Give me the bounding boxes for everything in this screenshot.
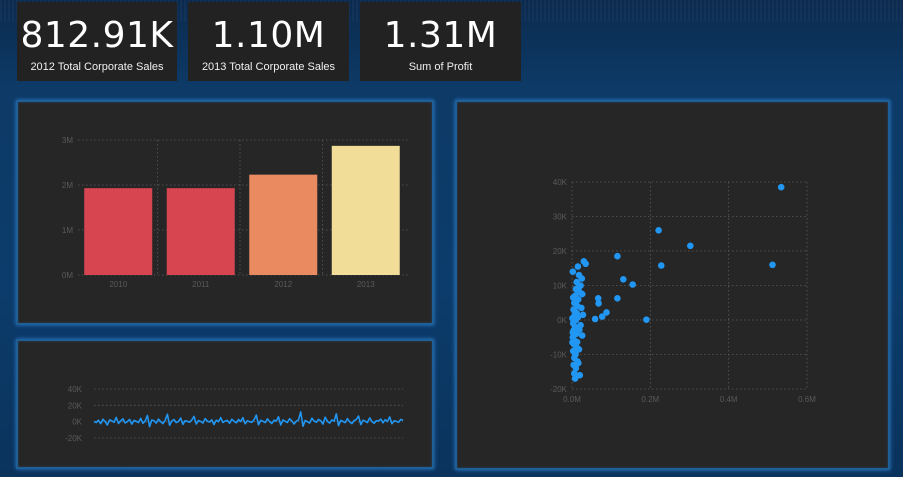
scatter-point xyxy=(591,315,599,323)
x-tick-label: 2011 xyxy=(192,280,210,289)
scatter-point xyxy=(582,260,589,268)
scatter-point xyxy=(570,318,577,325)
x-tick-label: 0.0M xyxy=(563,395,581,404)
x-tick-label: 0.2M xyxy=(641,395,659,404)
y-tick-label: 0M xyxy=(62,271,73,280)
kpi-card-2013-sales[interactable]: 1.10M 2013 Total Corporate Sales xyxy=(188,2,349,81)
bar-2013 xyxy=(331,145,400,275)
scatter-point xyxy=(595,300,602,307)
scatter-point xyxy=(603,309,610,316)
line-chart-panel[interactable]: -20K 0K 20K 40K xyxy=(16,339,434,469)
bar-chart-panel[interactable]: 0M 1M 2M 3M 2010 2011 2012 2013 xyxy=(16,100,434,325)
y-tick-label: 10K xyxy=(553,282,568,291)
y-tick-label: 0K xyxy=(72,418,82,427)
kpi-label: Sum of Profit xyxy=(408,61,473,73)
scatter-point xyxy=(576,371,584,379)
scatter-point xyxy=(571,370,578,377)
scatter-point xyxy=(614,252,621,260)
x-tick-label: 2013 xyxy=(357,280,375,289)
y-tick-label: 40K xyxy=(553,178,568,187)
scatter-point xyxy=(579,311,587,319)
scatter-point xyxy=(598,313,606,320)
kpi-card-2012-sales[interactable]: 812.91K 2012 Total Corporate Sales xyxy=(17,2,177,81)
scatter-point xyxy=(578,304,585,312)
scatter-point xyxy=(572,365,580,372)
scatter-point xyxy=(658,262,665,269)
kpi-label: 2013 Total Corporate Sales xyxy=(201,61,336,73)
y-tick-label: -10K xyxy=(550,351,568,360)
scatter-point xyxy=(578,332,586,339)
scatter-point xyxy=(573,338,581,346)
scatter-chart-panel[interactable]: -20K -10K 0K 10K 20K 30K 40K 0.0M 0.2M 0.4M 0.6M xyxy=(455,100,890,470)
scatter-point xyxy=(578,290,586,298)
y-tick-label: 40K xyxy=(68,385,83,394)
scatter-point xyxy=(571,375,579,382)
scatter-point xyxy=(777,183,785,191)
scatter-point xyxy=(574,313,582,321)
y-tick-label: 0K xyxy=(557,316,567,325)
x-tick-label: 0.4M xyxy=(720,395,738,404)
scatter-point xyxy=(575,359,582,367)
x-tick-label: 2012 xyxy=(274,280,292,289)
scatter-point xyxy=(576,326,583,333)
y-tick-label: 3M xyxy=(62,136,73,145)
bar-chart: 0M 1M 2M 3M 2010 2011 2012 2013 xyxy=(62,136,408,289)
scatter-point xyxy=(571,308,578,315)
scatter-point xyxy=(629,281,636,288)
x-tick-label: 0.6M xyxy=(798,395,816,404)
y-tick-label: 20K xyxy=(68,401,83,410)
scatter-point xyxy=(573,298,580,305)
bar-2011 xyxy=(166,188,235,275)
kpi-value: 1.10M xyxy=(211,15,326,56)
scatter-point xyxy=(614,295,621,302)
scatter-point xyxy=(594,295,602,302)
scatter-point xyxy=(769,261,776,269)
line-chart: -20K 0K 20K 40K xyxy=(65,385,404,443)
scatter-point xyxy=(569,339,576,346)
kpi-value: 1.31M xyxy=(383,15,498,56)
y-tick-label: -20K xyxy=(550,385,568,394)
x-tick-label: 2010 xyxy=(109,280,127,289)
bar-2010 xyxy=(84,188,153,275)
y-tick-label: 1M xyxy=(62,226,73,235)
y-tick-label: 2M xyxy=(62,181,73,190)
scatter-point xyxy=(620,276,627,283)
profit-series-line xyxy=(93,411,404,428)
kpi-card-sum-of-profit[interactable]: 1.31M Sum of Profit xyxy=(360,2,521,81)
scatter-chart: -20K -10K 0K 10K 20K 30K 40K 0.0M 0.2M 0.4M 0.6M xyxy=(550,178,816,404)
kpi-label: 2012 Total Corporate Sales xyxy=(30,61,164,73)
scatter-point xyxy=(569,268,577,275)
y-tick-label: 30K xyxy=(553,213,568,222)
y-tick-label: 20K xyxy=(553,247,568,256)
scatter-point xyxy=(655,227,662,234)
scatter-point xyxy=(574,263,582,270)
bar-2012 xyxy=(249,174,318,275)
scatter-point xyxy=(643,316,650,323)
scatter-point xyxy=(573,287,581,294)
kpi-value: 812.91K xyxy=(20,15,174,56)
scatter-point xyxy=(578,275,586,282)
scatter-point xyxy=(687,242,694,250)
scatter-point xyxy=(572,349,579,357)
scatter-point xyxy=(569,329,577,336)
y-tick-label: -20K xyxy=(65,434,83,443)
